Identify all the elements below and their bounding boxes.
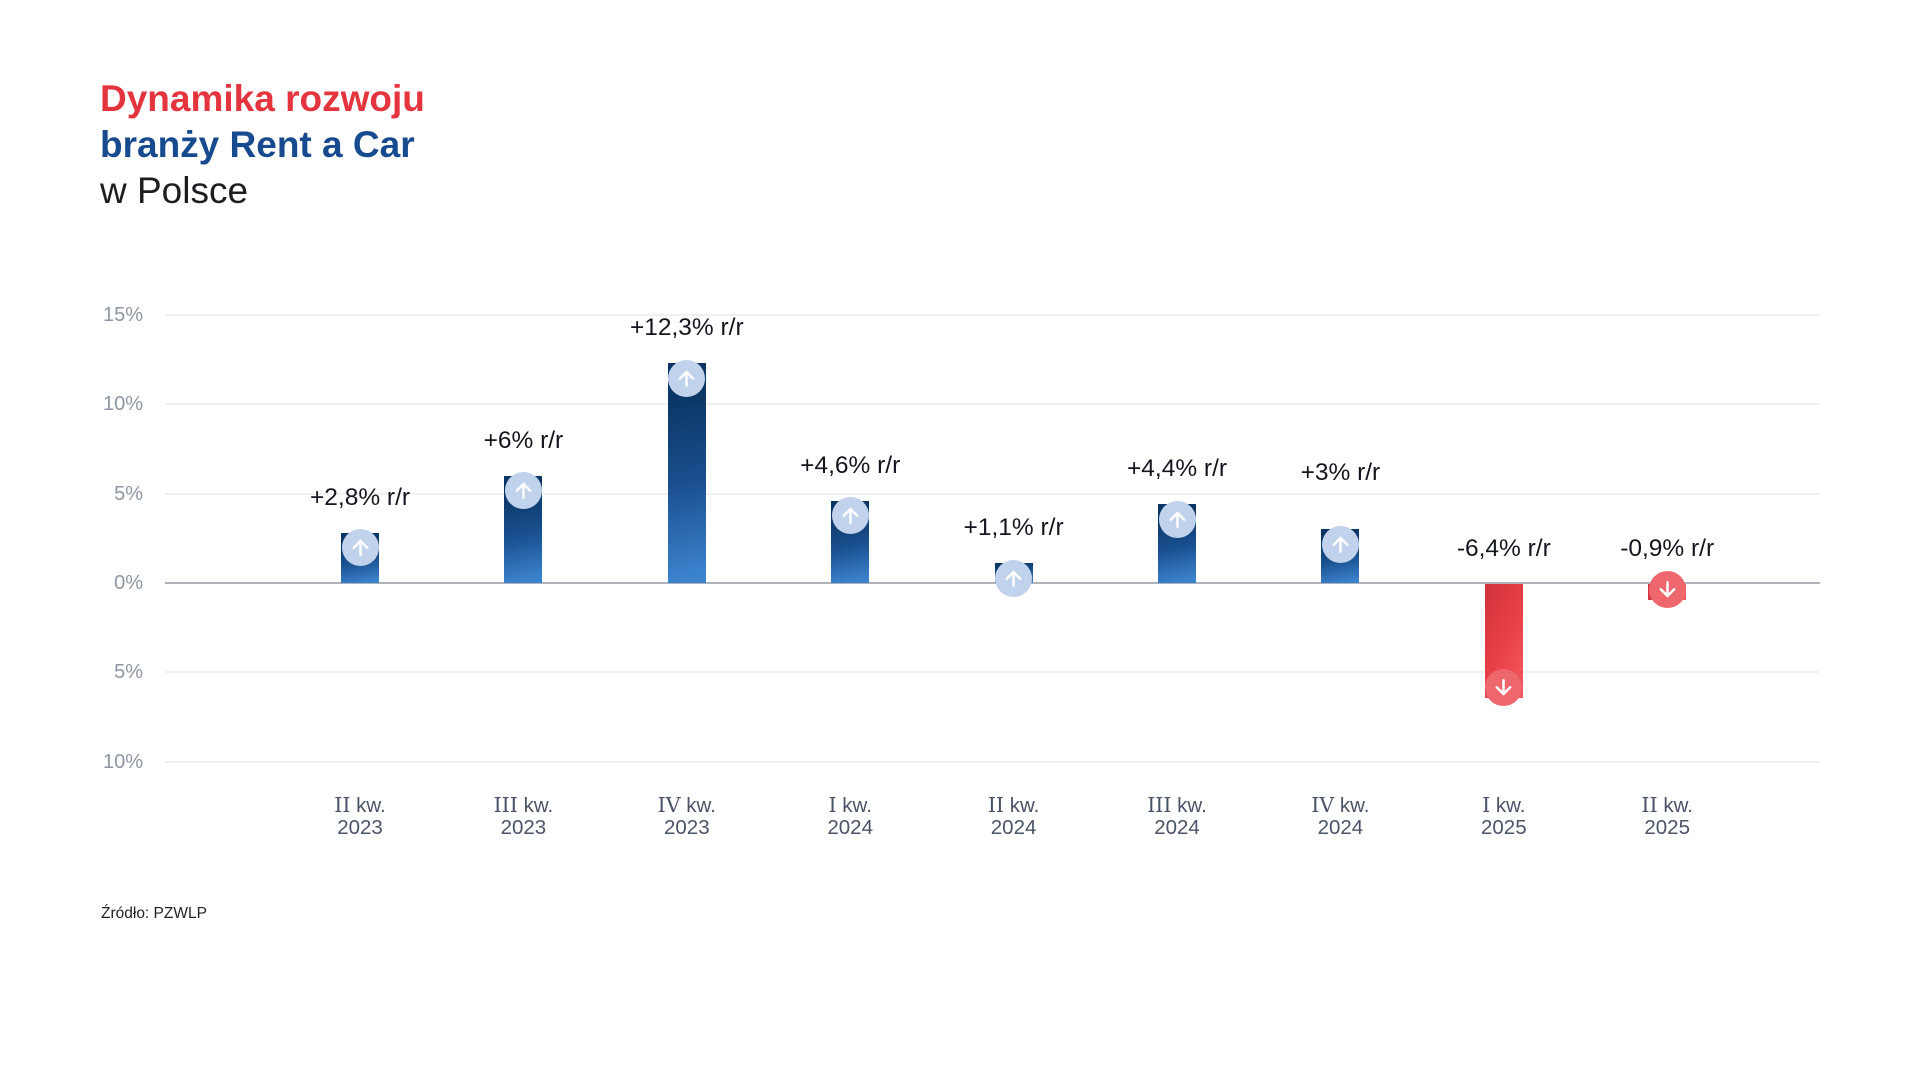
x-axis-category-label: I kw. 2025 bbox=[1480, 793, 1527, 839]
chart-title: Dynamika rozwoju branży Rent a Car w Pol… bbox=[100, 76, 425, 214]
decrease-marker-circle bbox=[1485, 668, 1523, 706]
y-axis-tick-label: 10% bbox=[102, 393, 143, 416]
zero-axis-line bbox=[165, 582, 1820, 584]
decrease-marker-circle bbox=[1648, 570, 1686, 608]
y-axis-tick-label: 10% bbox=[102, 750, 143, 773]
x-axis-category-label: IV kw. 2023 bbox=[657, 793, 716, 839]
bar-3 bbox=[667, 363, 706, 583]
quarter-roman-numeral: IV bbox=[1311, 793, 1335, 817]
quarter-roman-numeral: II bbox=[987, 793, 1005, 817]
gridline bbox=[165, 760, 1820, 763]
value-label: -6,4% r/r bbox=[1456, 535, 1551, 562]
up-arrow-icon bbox=[515, 483, 532, 500]
value-label: +2,8% r/r bbox=[309, 483, 411, 511]
increase-marker-circle bbox=[1321, 525, 1359, 563]
y-axis-tick-label: 5% bbox=[114, 482, 143, 505]
increase-marker-circle bbox=[504, 472, 542, 510]
x-axis-category-label: II kw. 2025 bbox=[1641, 793, 1693, 839]
increase-marker-circle bbox=[831, 497, 869, 535]
quarter-roman-numeral: III bbox=[493, 793, 518, 817]
quarter-roman-numeral: II bbox=[334, 793, 351, 817]
value-label: +12,3% r/r bbox=[629, 314, 744, 342]
value-label: +4,4% r/r bbox=[1126, 455, 1228, 483]
up-arrow-icon bbox=[1332, 536, 1349, 553]
up-arrow-icon bbox=[1005, 570, 1022, 587]
chart-title-line2: branży Rent a Car bbox=[100, 124, 415, 165]
increase-marker-circle bbox=[1158, 500, 1196, 538]
gridline bbox=[165, 403, 1820, 406]
y-axis-tick-label: 15% bbox=[102, 303, 143, 326]
down-arrow-icon bbox=[1659, 580, 1676, 597]
quarter-roman-numeral: IV bbox=[657, 793, 681, 817]
value-label: +1,1% r/r bbox=[963, 514, 1064, 542]
value-label: -0,9% r/r bbox=[1620, 535, 1715, 562]
gridline bbox=[165, 313, 1820, 316]
source-note: Źródło: PZWLP bbox=[101, 905, 207, 922]
gridline bbox=[165, 671, 1820, 674]
x-axis-category-label: IV kw. 2024 bbox=[1311, 793, 1370, 839]
quarter-roman-numeral: III bbox=[1147, 793, 1172, 817]
y-axis-tick-label: 0% bbox=[114, 572, 143, 594]
increase-marker-circle bbox=[995, 559, 1033, 597]
value-label: +3% r/r bbox=[1300, 459, 1381, 487]
up-arrow-icon bbox=[352, 540, 368, 557]
up-arrow-icon bbox=[1169, 511, 1185, 528]
increase-marker-circle bbox=[668, 359, 706, 397]
x-axis-category-label: III kw. 2024 bbox=[1147, 793, 1207, 839]
quarter-roman-numeral: II bbox=[1641, 793, 1658, 817]
x-axis-category-label: I kw. 2024 bbox=[827, 793, 873, 839]
value-label: +6% r/r bbox=[483, 426, 564, 454]
x-axis-category-label: II kw. 2024 bbox=[987, 793, 1040, 839]
x-axis-category-label: II kw. 2023 bbox=[334, 793, 386, 839]
x-axis-category-label: III kw. 2023 bbox=[493, 793, 554, 839]
down-arrow-icon bbox=[1495, 678, 1512, 696]
up-arrow-icon bbox=[678, 370, 695, 387]
chart-title-line3: w Polsce bbox=[100, 170, 249, 211]
up-arrow-icon bbox=[842, 508, 859, 525]
y-axis-tick-label: 5% bbox=[114, 661, 143, 684]
chart-title-line1: Dynamika rozwoju bbox=[100, 78, 425, 119]
gridline bbox=[165, 492, 1820, 495]
value-label: +4,6% r/r bbox=[800, 451, 901, 479]
quarter-roman-numeral: I bbox=[828, 793, 837, 817]
quarter-roman-numeral: I bbox=[1482, 793, 1491, 817]
increase-marker-circle bbox=[341, 529, 379, 567]
